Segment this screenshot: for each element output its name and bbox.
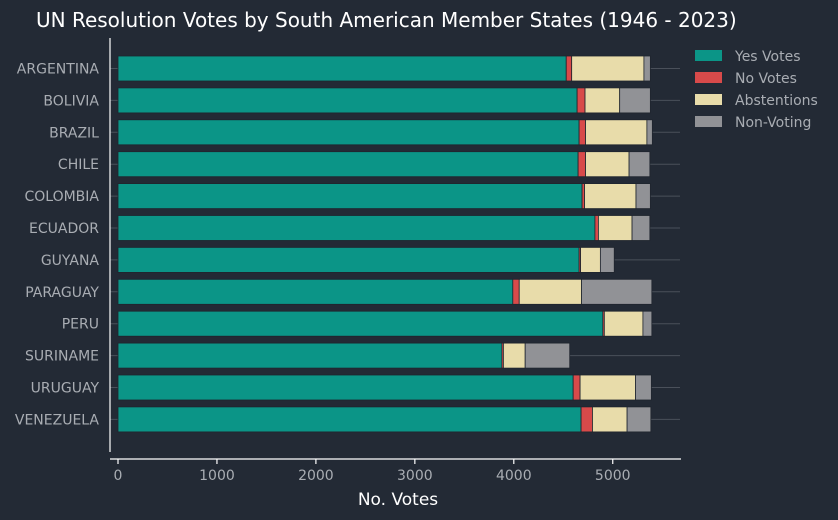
category-label-argentina: ARGENTINA [17,62,100,78]
x-tick-label-3000: 3000 [397,468,433,484]
bar-peru-non-voting [643,311,652,336]
bar-uruguay-abstentions [580,375,635,400]
bar-chile-non-voting [629,152,650,177]
category-label-ecuador: ECUADOR [29,221,99,237]
x-tick-labels: 0 1000 2000 3000 4000 5000 [114,459,631,484]
x-tick-label-1000: 1000 [199,468,235,484]
x-tick-label-0: 0 [114,468,123,484]
bar-uruguay-yes-votes [118,375,573,400]
bar-guyana-abstentions [581,247,601,272]
category-label-venezuela: VENEZUELA [15,412,100,428]
bar-argentina-abstentions [572,56,644,81]
bar-ecuador-non-voting [632,216,650,241]
legend-swatch-yes-votes [695,50,722,61]
bar-brazil-yes-votes [118,120,579,145]
legend-label-yes-votes: Yes Votes [734,49,801,65]
bar-paraguay-yes-votes [118,279,513,304]
bar-colombia-non-voting [636,184,650,209]
bar-paraguay-non-voting [582,279,652,304]
bar-venezuela-non-voting [627,407,651,432]
category-label-peru: PERU [62,317,99,333]
category-label-chile: CHILE [58,157,99,173]
bar-suriname-yes-votes [118,343,502,368]
category-label-bolivia: BOLIVIA [43,93,99,109]
bar-uruguay-no-votes [573,375,580,400]
legend: Yes Votes No Votes Abstentions Non-Voting [695,49,818,131]
legend-swatch-no-votes [695,72,722,83]
bar-guyana-yes-votes [118,247,579,272]
bar-bolivia-non-voting [620,88,651,113]
bar-venezuela-no-votes [581,407,592,432]
bar-peru-abstentions [604,311,643,336]
bar-paraguay-no-votes [513,279,519,304]
legend-label-abstentions: Abstentions [735,93,818,109]
category-label-guyana: GUYANA [41,253,100,269]
bar-argentina-non-voting [644,56,650,81]
bar-bolivia-yes-votes [118,88,577,113]
bar-ecuador-abstentions [598,216,632,241]
category-label-brazil: BRAZIL [49,125,99,141]
bar-chile-no-votes [578,152,585,177]
legend-label-no-votes: No Votes [735,71,797,87]
bar-brazil-non-voting [647,120,652,145]
bars-layer [118,56,652,432]
legend-label-non-voting: Non-Voting [735,115,811,131]
legend-swatch-abstentions [695,94,722,105]
x-tick-label-5000: 5000 [595,468,631,484]
bar-suriname-abstentions [503,343,525,368]
bar-chile-yes-votes [118,152,578,177]
bar-argentina-yes-votes [118,56,566,81]
bar-chile-abstentions [586,152,630,177]
bar-venezuela-abstentions [592,407,627,432]
bar-colombia-abstentions [585,184,636,209]
category-label-paraguay: PARAGUAY [25,285,99,301]
category-label-uruguay: URUGUAY [31,381,100,397]
category-label-colombia: COLOMBIA [24,189,99,205]
legend-swatch-non-voting [695,116,722,127]
bar-argentina-no-votes [566,56,571,81]
bar-colombia-yes-votes [118,184,582,209]
bar-ecuador-no-votes [595,216,598,241]
bar-suriname-non-voting [525,343,570,368]
bar-ecuador-yes-votes [118,216,595,241]
x-tick-label-2000: 2000 [298,468,334,484]
chart-title: UN Resolution Votes by South American Me… [36,8,737,32]
bar-paraguay-abstentions [519,279,581,304]
bar-brazil-abstentions [586,120,647,145]
bar-brazil-no-votes [579,120,585,145]
x-tick-label-4000: 4000 [496,468,532,484]
category-label-suriname: SURINAME [25,349,99,365]
x-axis-label: No. Votes [358,490,438,510]
category-labels: ARGENTINA BOLIVIA BRAZIL CHILE COLOMBIA ECUAD… [15,62,100,429]
bar-bolivia-no-votes [577,88,585,113]
bar-guyana-non-voting [600,247,614,272]
bar-venezuela-yes-votes [118,407,581,432]
bar-uruguay-non-voting [636,375,652,400]
bar-bolivia-abstentions [585,88,620,113]
bar-peru-yes-votes [118,311,603,336]
